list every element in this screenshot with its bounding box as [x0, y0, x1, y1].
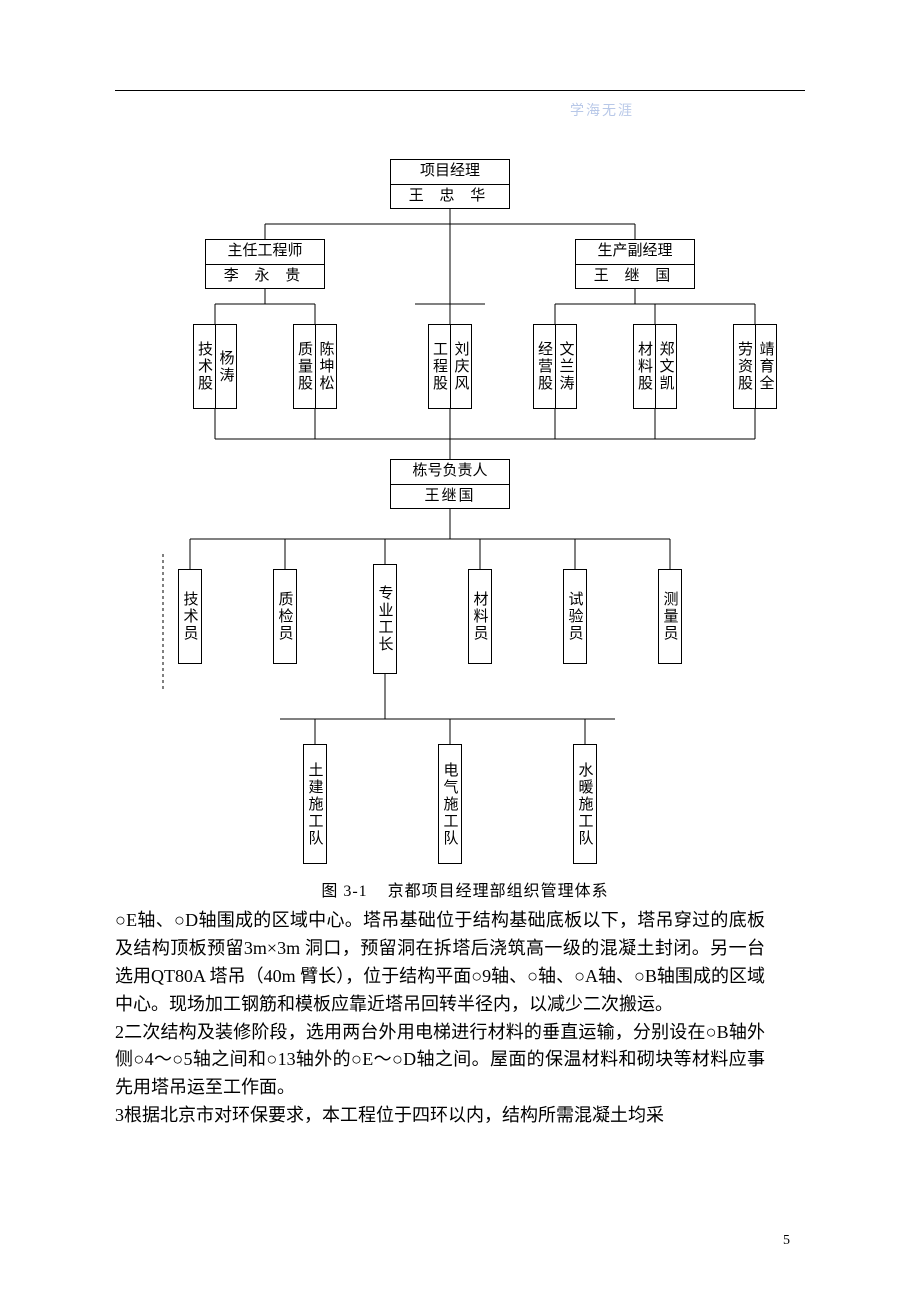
role-foreman: 专业工长	[373, 564, 397, 674]
dept-tech: 技术股 杨涛	[193, 324, 237, 409]
figure-number: 图 3-1	[321, 883, 367, 900]
team-electrical: 电气施工队	[438, 744, 462, 864]
page-content: 项目经理 王 忠 华 主任工程师 李 永 贵 生产副经理 王 继 国 技术股 杨…	[115, 90, 815, 1130]
dept-mat-person: 郑文凯	[655, 324, 677, 409]
dept-engineering: 工程股 刘庆风	[428, 324, 472, 409]
dept-quality-person: 陈坤松	[315, 324, 337, 409]
body-paragraph-2: 2二次结构及装修阶段，选用两台外用电梯进行材料的垂直运输，分别设在○B轴外侧○4…	[115, 1019, 765, 1103]
dept-eng-label: 工程股	[428, 324, 450, 409]
org-chart: 项目经理 王 忠 华 主任工程师 李 永 贵 生产副经理 王 继 国 技术股 杨…	[115, 99, 815, 869]
chief-eng-title: 主任工程师	[206, 240, 324, 265]
box-deputy-manager: 生产副经理 王 继 国	[575, 239, 695, 289]
dept-quality-label: 质量股	[293, 324, 315, 409]
body-paragraph-1: ○E轴、○D轴围成的区域中心。塔吊基础位于结构基础底板以下，塔吊穿过的底板及结构…	[115, 907, 765, 1019]
deputy-name: 王 继 国	[576, 265, 694, 289]
dept-biz-person: 文兰涛	[555, 324, 577, 409]
body-paragraph-3: 3根据北京市对环保要求，本工程位于四环以内，结构所需混凝土均采	[115, 1102, 765, 1130]
box-project-manager: 项目经理 王 忠 华	[390, 159, 510, 209]
role-tech: 技术员	[178, 569, 202, 664]
role-materials: 材料员	[468, 569, 492, 664]
role-survey: 测量员	[658, 569, 682, 664]
dept-eng-person: 刘庆风	[450, 324, 472, 409]
chief-eng-name: 李 永 贵	[206, 265, 324, 289]
role-qc: 质检员	[273, 569, 297, 664]
dept-quality: 质量股 陈坤松	[293, 324, 337, 409]
pm-name: 王 忠 华	[391, 185, 509, 209]
figure-caption: 图 3-1 京都项目经理部组织管理体系	[115, 877, 815, 901]
dept-tech-person: 杨涛	[215, 324, 237, 409]
building-lead-title: 栋号负责人	[391, 460, 509, 485]
dept-biz-label: 经营股	[533, 324, 555, 409]
role-test: 试验员	[563, 569, 587, 664]
dept-labor: 劳资股 靖育全	[733, 324, 777, 409]
page-number: 5	[783, 1233, 790, 1249]
figure-title: 京都项目经理部组织管理体系	[388, 883, 609, 900]
team-plumbing: 水暖施工队	[573, 744, 597, 864]
building-lead-name: 王继国	[391, 485, 509, 509]
box-building-lead: 栋号负责人 王继国	[390, 459, 510, 509]
dept-labor-person: 靖育全	[755, 324, 777, 409]
dept-business: 经营股 文兰涛	[533, 324, 577, 409]
dept-materials: 材料股 郑文凯	[633, 324, 677, 409]
team-civil: 土建施工队	[303, 744, 327, 864]
pm-title: 项目经理	[391, 160, 509, 185]
box-chief-engineer: 主任工程师 李 永 贵	[205, 239, 325, 289]
dept-mat-label: 材料股	[633, 324, 655, 409]
dept-tech-label: 技术股	[193, 324, 215, 409]
header-rule	[115, 90, 805, 91]
dept-labor-label: 劳资股	[733, 324, 755, 409]
deputy-title: 生产副经理	[576, 240, 694, 265]
